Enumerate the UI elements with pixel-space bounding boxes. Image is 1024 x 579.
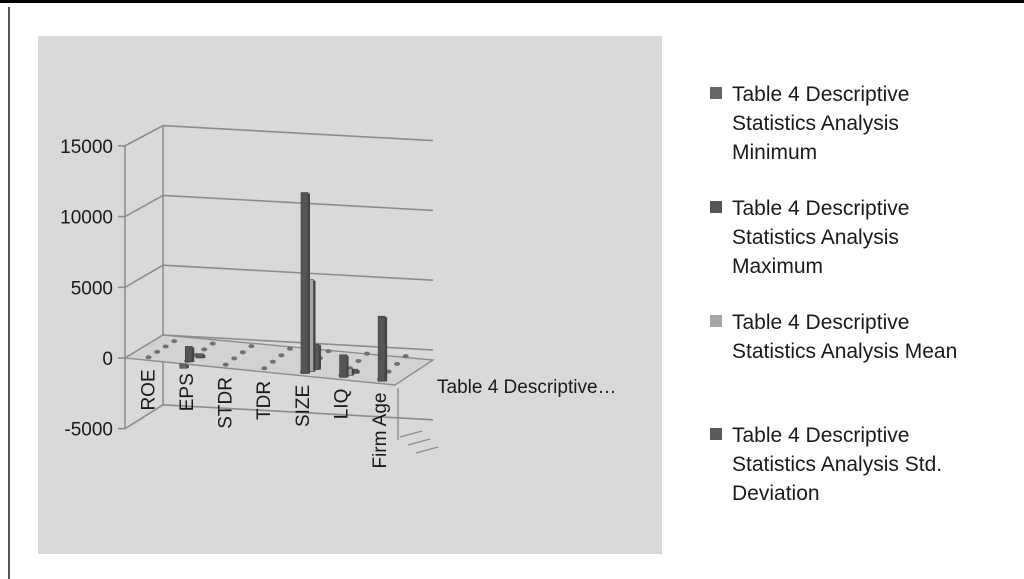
chart-plot-area: [38, 36, 662, 554]
legend-entry-text: Minimum: [732, 141, 817, 164]
bar: [195, 353, 204, 359]
legend-entry-text: Statistics Analysis Std.: [732, 453, 942, 476]
bar-side: [352, 369, 355, 376]
floor-dot: [402, 354, 409, 359]
bar-side: [385, 317, 388, 382]
legend-entry-text: Table 4 Descriptive: [732, 83, 909, 106]
gridline-back-1: [162, 194, 434, 212]
gridline-side-2: [124, 264, 164, 288]
bar: [339, 354, 347, 378]
bar-side: [319, 345, 321, 370]
depth-tick: [399, 430, 423, 438]
legend-swatch: [710, 201, 722, 213]
top-border-line: [0, 0, 1024, 3]
category-label: EPS: [177, 373, 198, 411]
category-label: STDR: [216, 377, 237, 429]
floor-dot: [239, 350, 246, 355]
floor-dot: [248, 344, 255, 349]
bar-side: [186, 364, 189, 369]
legend-entry-text: Table 4 Descriptive: [732, 311, 909, 334]
depth-axis-label: Table 4 Descriptive…: [437, 377, 617, 398]
floor-dot: [325, 349, 332, 354]
floor-dot: [394, 361, 401, 366]
bar-side: [203, 354, 206, 358]
floor-dot: [364, 351, 371, 356]
legend-entry-text: Table 4 Descriptive: [732, 424, 909, 447]
depth-tick: [407, 438, 431, 446]
floor-dot: [162, 344, 169, 349]
floor-dot: [269, 359, 276, 364]
floor-dot: [171, 339, 178, 344]
legend-entry-text: Deviation: [732, 482, 820, 505]
y-tick-label: 10000: [60, 208, 113, 229]
gridline-side-0: [124, 124, 164, 147]
bar: [179, 363, 188, 369]
category-label: SIZE: [293, 385, 314, 427]
y-tick-label: -5000: [64, 420, 113, 441]
legend-entry-text: Maximum: [732, 255, 823, 278]
floor-dot: [145, 355, 152, 360]
y-tick-label: 0: [102, 349, 113, 370]
y-tick-label: 5000: [71, 278, 113, 299]
legend-swatch: [710, 315, 722, 327]
gridline-back-3: [162, 334, 434, 351]
floor-dot: [209, 341, 216, 346]
depth-tick: [415, 446, 439, 454]
floor-dot: [286, 346, 293, 351]
legend-swatch: [710, 87, 722, 99]
legend-entry-text: Table 4 Descriptive: [732, 197, 909, 220]
category-label: Firm Age: [370, 392, 391, 468]
gridline-back-2: [162, 264, 434, 281]
floor-dot: [231, 356, 238, 361]
floor-dot: [154, 349, 161, 354]
category-label: ROE: [139, 369, 160, 410]
category-label: TDR: [254, 381, 275, 420]
left-border-line: [8, 7, 10, 579]
bar-side: [308, 193, 310, 374]
bar: [300, 192, 309, 374]
bar-side: [313, 280, 316, 372]
bar-side: [346, 355, 349, 378]
legend-swatch: [710, 428, 722, 440]
floor-dot: [222, 362, 229, 367]
gridline-back-0: [162, 124, 434, 142]
legend-entry-text: Statistics Analysis: [732, 226, 899, 249]
bar-side: [357, 370, 360, 374]
category-label: LIQ: [331, 389, 352, 420]
bar-side: [192, 347, 195, 362]
gridline-side-4: [124, 404, 164, 430]
floor-dot: [261, 366, 268, 371]
floor-dot: [278, 353, 285, 358]
gridline-side-1: [124, 194, 164, 218]
floor-dot: [355, 358, 362, 363]
gridline-back-4: [162, 404, 434, 421]
y-tick-label: 15000: [60, 137, 113, 158]
legend-entry-text: Statistics Analysis Mean: [732, 340, 957, 363]
bar: [184, 346, 193, 363]
floor-dot: [201, 347, 208, 352]
bar: [377, 315, 386, 382]
legend-entry-text: Statistics Analysis: [732, 112, 899, 135]
